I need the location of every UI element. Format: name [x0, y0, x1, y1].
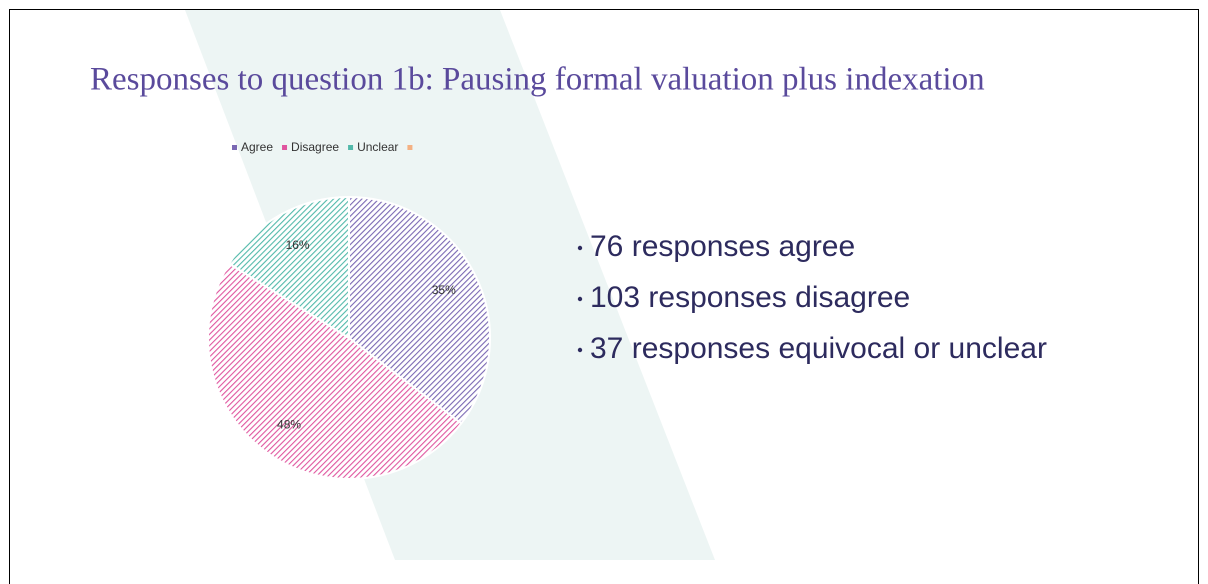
legend-swatch: [407, 145, 413, 150]
slide-title: Responses to question 1b: Pausing formal…: [90, 62, 985, 98]
bullet-dot: [577, 347, 583, 353]
bullet-dot: [577, 296, 583, 302]
legend-label: Agree: [241, 140, 273, 154]
bullet-dot: [577, 245, 583, 251]
legend-swatch: [348, 145, 354, 150]
slice-label: 16%: [286, 238, 310, 252]
frame: [9, 9, 1199, 584]
legend-label: Disagree: [291, 140, 339, 154]
legend-swatch: [232, 145, 237, 150]
bullet-text: 76 responses agree: [590, 230, 855, 263]
bullet-text: 103 responses disagree: [590, 281, 910, 314]
slice-label: 48%: [277, 417, 301, 431]
slice-label: 35%: [432, 283, 456, 297]
legend-swatch: [282, 145, 288, 150]
bullet-text: 37 responses equivocal or unclear: [590, 332, 1047, 365]
legend-label: Unclear: [357, 140, 398, 154]
pie-slice: [227, 195, 350, 340]
pie-slice: [348, 195, 491, 425]
pie-slice: [207, 262, 463, 480]
